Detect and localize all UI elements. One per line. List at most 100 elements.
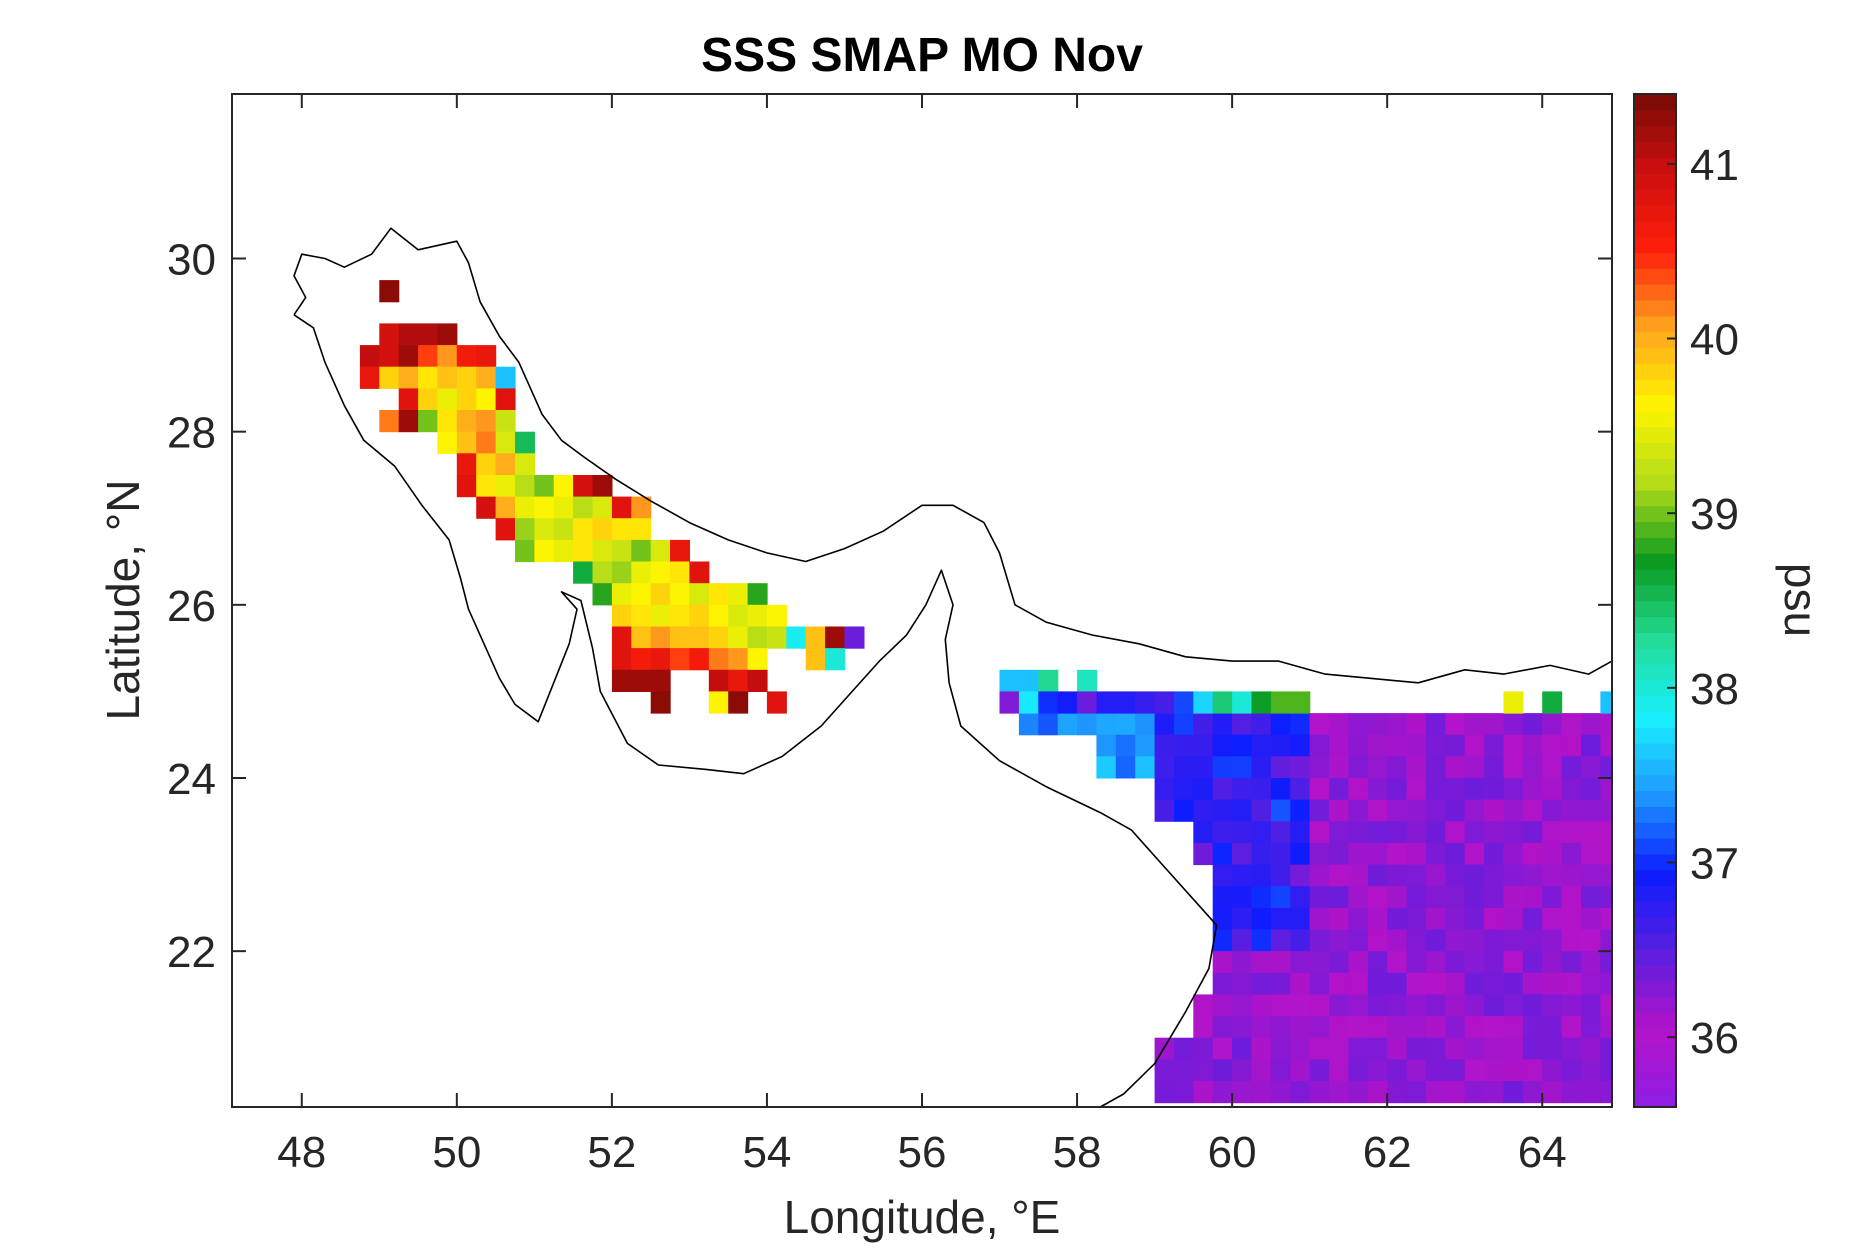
salinity-cell: [534, 475, 555, 498]
salinity-cell: [1309, 951, 1330, 974]
x-tick-label: 48: [277, 1128, 326, 1177]
salinity-cell: [1270, 821, 1291, 844]
salinity-cell: [1251, 713, 1272, 736]
salinity-cell: [592, 518, 613, 541]
salinity-cell: [1484, 734, 1505, 757]
salinity-cell: [553, 518, 574, 541]
salinity-cell: [1290, 1037, 1311, 1060]
salinity-cell: [1406, 1037, 1427, 1060]
salinity-cell: [728, 691, 749, 714]
salinity-cell: [1542, 756, 1563, 779]
salinity-cell: [1600, 778, 1612, 801]
salinity-cell: [1503, 929, 1524, 952]
salinity-cell: [1425, 907, 1446, 931]
colorbar-step: [1634, 410, 1676, 428]
salinity-cell: [631, 626, 652, 649]
salinity-cell: [1522, 972, 1543, 995]
salinity-cell: [631, 583, 652, 606]
salinity-cell: [650, 604, 671, 627]
salinity-cell: [1600, 907, 1612, 931]
salinity-cell: [1522, 842, 1543, 866]
salinity-cell: [747, 626, 768, 649]
salinity-cell: [1329, 864, 1349, 887]
colorbar-step: [1634, 473, 1676, 491]
salinity-cell: [1232, 691, 1253, 714]
salinity-cell: [1581, 713, 1601, 736]
salinity-cell: [611, 496, 632, 519]
x-axis-ticks: 48 50 52 54 56 58 60 62 64: [277, 94, 1567, 1177]
salinity-cell: [418, 388, 439, 411]
salinity-cell: [398, 366, 419, 389]
salinity-cell: [1464, 951, 1485, 974]
salinity-cell: [534, 539, 555, 563]
salinity-cell: [1387, 821, 1408, 844]
colorbar-step: [1634, 505, 1676, 523]
salinity-cell: [1174, 713, 1194, 736]
salinity-cell: [1154, 691, 1175, 714]
salinity-cell: [611, 561, 632, 584]
salinity-cell: [1309, 756, 1330, 779]
salinity-cell: [1329, 1016, 1349, 1039]
colorbar-step: [1634, 94, 1676, 111]
salinity-cell: [1329, 907, 1349, 931]
salinity-cell: [1387, 756, 1408, 779]
salinity-cell: [1174, 734, 1194, 757]
salinity-cell: [1309, 994, 1330, 1017]
salinity-cell: [1445, 1081, 1466, 1104]
salinity-cell: [1387, 713, 1408, 736]
salinity-cell: [670, 583, 690, 606]
salinity-cell: [515, 453, 535, 476]
salinity-cell: [1212, 756, 1233, 779]
salinity-cell: [1406, 972, 1427, 995]
salinity-cell: [534, 496, 555, 519]
salinity-cell: [1484, 821, 1505, 844]
salinity-cell: [1600, 994, 1612, 1017]
salinity-cell: [418, 323, 439, 346]
salinity-cell: [1387, 799, 1408, 822]
salinity-cell: [631, 669, 652, 692]
colorbar-step: [1634, 426, 1676, 443]
colorbar-step: [1634, 679, 1676, 697]
salinity-cell: [708, 583, 729, 606]
salinity-cell: [1193, 1016, 1214, 1039]
salinity-cell: [437, 345, 458, 368]
salinity-cell: [1367, 929, 1388, 952]
y-tick-label: 24: [167, 755, 216, 804]
salinity-cell: [1581, 1016, 1601, 1039]
salinity-cell: [1212, 821, 1233, 844]
salinity-cell: [1484, 864, 1505, 887]
salinity-cell: [1503, 1016, 1524, 1039]
salinity-cell: [1212, 1016, 1233, 1039]
salinity-cell: [1406, 907, 1427, 931]
salinity-cell: [1387, 1059, 1408, 1082]
salinity-cell: [1232, 864, 1253, 887]
salinity-cell: [1581, 1037, 1601, 1060]
salinity-cell: [708, 691, 729, 714]
salinity-cell: [1484, 994, 1505, 1017]
salinity-cell: [1367, 994, 1388, 1017]
colorbar-step: [1634, 204, 1676, 222]
salinity-cell: [1484, 972, 1505, 995]
colorbar-step: [1634, 616, 1676, 633]
salinity-cell: [1542, 1037, 1563, 1060]
coastline-south: [293, 314, 1218, 1108]
salinity-cell: [1193, 842, 1214, 866]
salinity-cell: [1193, 756, 1214, 779]
salinity-cell: [1329, 842, 1349, 866]
salinity-cell: [1425, 713, 1446, 736]
salinity-cell: [1445, 842, 1466, 866]
salinity-cell: [1251, 756, 1272, 779]
salinity-cell: [1425, 842, 1446, 866]
salinity-cell: [1193, 691, 1214, 714]
salinity-cell: [1174, 778, 1194, 801]
salinity-cell: [1290, 886, 1311, 909]
salinity-cell: [670, 626, 690, 649]
salinity-cell: [1600, 864, 1612, 887]
salinity-cell: [1077, 713, 1098, 736]
salinity-cell: [476, 345, 497, 368]
salinity-cell: [1270, 972, 1291, 995]
salinity-cell: [1484, 951, 1505, 974]
salinity-cell: [573, 539, 594, 563]
salinity-cell: [1367, 799, 1388, 822]
salinity-cell: [1154, 778, 1175, 801]
